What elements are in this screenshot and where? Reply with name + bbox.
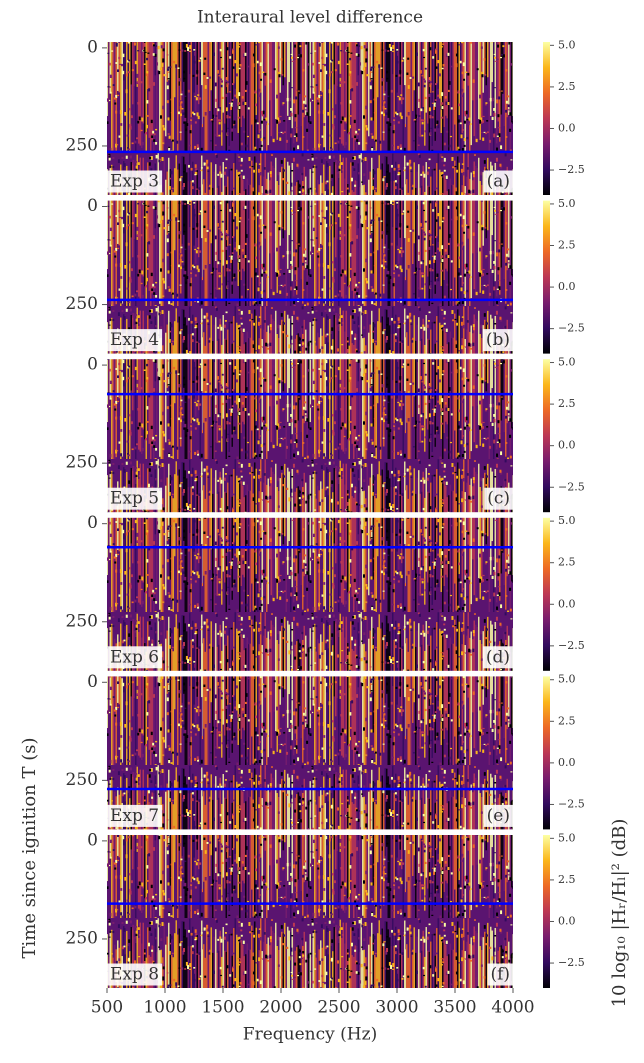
panel-label: (f) (490, 965, 510, 985)
label-background (483, 170, 513, 193)
x-tick-label: 2500 (317, 998, 360, 1018)
colorbar-tick-label: 0.0 (558, 439, 576, 452)
label-background (107, 804, 163, 827)
label-background (482, 646, 513, 669)
x-tick-label: 3000 (375, 998, 418, 1018)
y-tick-label: 250 (66, 453, 98, 473)
label-background (107, 170, 163, 193)
colorbar (543, 200, 550, 354)
colorbar-tick-label: 5.0 (558, 38, 576, 51)
heatmap (107, 676, 513, 830)
y-tick-label: 250 (66, 611, 98, 631)
colorbar-tick-label: −2.5 (558, 480, 585, 493)
colorbar-tick-label: 5.0 (558, 197, 576, 210)
colorbar (543, 517, 550, 671)
x-tick-label: 1500 (201, 998, 244, 1018)
colorbar-label: 10 log₁₀ |Hᵣ/Hₗ|² (dB) (609, 819, 630, 1008)
colorbar-tick-label: −2.5 (558, 797, 585, 810)
colorbar (543, 42, 550, 195)
experiment-label: Exp 6 (110, 647, 159, 667)
panel-label: (a) (487, 172, 510, 192)
y-tick-label: 250 (66, 135, 98, 155)
colorbar-tick-label: 0.0 (558, 597, 576, 610)
y-tick-label: 0 (87, 513, 98, 533)
colorbar-tick-label: 2.5 (558, 556, 576, 569)
colorbar-tick-label: −2.5 (558, 956, 585, 969)
colorbar-tick-label: 5.0 (558, 831, 576, 844)
panel-label: (b) (486, 330, 510, 350)
colorbar-tick-label: 5.0 (558, 356, 576, 369)
label-background (487, 963, 513, 986)
colorbar-tick-label: 0.0 (558, 756, 576, 769)
heatmap (107, 835, 513, 988)
panel-label: (d) (486, 647, 510, 667)
label-background (483, 804, 513, 827)
panel-label: (e) (487, 806, 510, 826)
x-tick-label: 3500 (433, 998, 476, 1018)
y-tick-label: 0 (87, 355, 98, 375)
x-tick-label: 4000 (491, 998, 534, 1018)
heatmap (107, 42, 513, 195)
experiment-label: Exp 5 (110, 489, 159, 509)
y-tick-label: 0 (87, 37, 98, 57)
colorbar (543, 359, 550, 513)
colorbar-tick-label: 2.5 (558, 873, 576, 886)
y-tick-label: 250 (66, 770, 98, 790)
heatmap (107, 517, 513, 671)
heatmap (107, 359, 513, 513)
colorbar (543, 835, 550, 988)
label-background (482, 329, 513, 352)
colorbar-tick-label: 0.0 (558, 914, 576, 927)
label-background (107, 963, 163, 986)
colorbar-tick-label: −2.5 (558, 322, 585, 335)
label-background (107, 646, 163, 669)
colorbar-tick-label: 2.5 (558, 714, 576, 727)
colorbar (543, 676, 550, 830)
y-tick-label: 250 (66, 928, 98, 948)
label-background (107, 487, 163, 510)
experiment-label: Exp 4 (110, 330, 159, 350)
y-tick-label: 0 (87, 672, 98, 692)
y-tick-label: 250 (66, 294, 98, 314)
colorbar-tick-label: 2.5 (558, 80, 576, 93)
y-axis-label: Time since ignition T (s) (19, 737, 40, 958)
experiment-label: Exp 3 (110, 172, 159, 192)
colorbar-tick-label: 5.0 (558, 514, 576, 527)
colorbar-tick-label: −2.5 (558, 163, 585, 176)
colorbar-tick-label: −2.5 (558, 639, 585, 652)
colorbar-tick-label: 0.0 (558, 280, 576, 293)
heatmap (107, 200, 513, 354)
colorbar-tick-label: 2.5 (558, 239, 576, 252)
y-tick-label: 0 (87, 196, 98, 216)
colorbar-tick-label: 2.5 (558, 397, 576, 410)
label-background (107, 329, 163, 352)
panel-label: (c) (487, 489, 510, 509)
experiment-label: Exp 8 (110, 965, 159, 985)
colorbar-tick-label: 0.0 (558, 121, 576, 134)
colorbar-tick-label: 5.0 (558, 673, 576, 686)
chart-title: Interaural level difference (197, 8, 423, 28)
x-tick-label: 1000 (143, 998, 186, 1018)
label-background (484, 487, 513, 510)
x-axis-label: Frequency (Hz) (243, 1025, 377, 1045)
y-tick-label: 0 (87, 830, 98, 850)
x-tick-label: 2000 (259, 998, 302, 1018)
x-tick-label: 500 (91, 998, 123, 1018)
experiment-label: Exp 7 (110, 806, 159, 826)
